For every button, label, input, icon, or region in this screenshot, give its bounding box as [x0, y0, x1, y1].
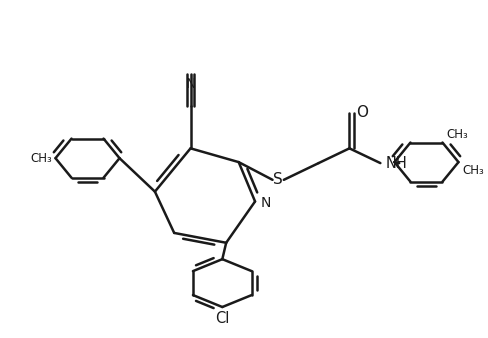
Text: NH: NH [385, 155, 407, 171]
Text: CH₃: CH₃ [446, 128, 467, 141]
Text: N: N [260, 196, 270, 210]
Text: N: N [185, 77, 195, 91]
Text: O: O [356, 105, 368, 120]
Text: CH₃: CH₃ [30, 152, 52, 165]
Text: S: S [273, 172, 283, 187]
Text: Cl: Cl [215, 311, 229, 326]
Text: CH₃: CH₃ [461, 164, 483, 177]
